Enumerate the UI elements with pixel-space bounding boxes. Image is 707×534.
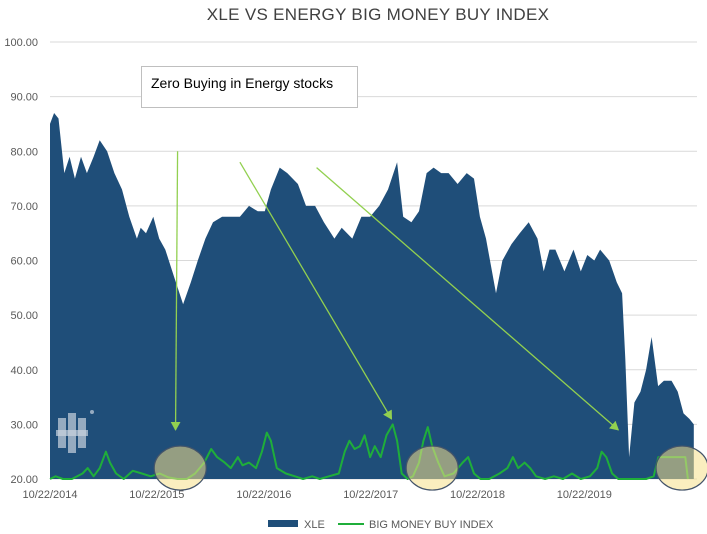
x-tick-label: 10/22/2016 [236,489,291,501]
annotation-arrow [170,151,181,431]
highlight-circle [405,445,459,491]
x-tick-label: 10/22/2019 [557,489,612,501]
y-tick-label: 80.00 [10,146,38,158]
y-tick-label: 40.00 [10,365,38,377]
annotation-arrow [239,161,393,420]
legend: XLE BIG MONEY BUY INDEX [268,519,494,531]
y-tick-label: 100.00 [4,37,38,49]
x-axis-ticks: 10/22/2014 10/22/2015 10/22/2016 10/22/2017… [22,489,611,501]
legend-label-xle: XLE [304,519,325,531]
annotation-arrow [316,167,620,431]
highlight-circle [153,445,207,491]
annotation-text-box: Zero Buying in Energy stocks [141,66,358,108]
chart-title: XLE VS ENERGY BIG MONEY BUY INDEX [207,5,549,24]
y-tick-label: 60.00 [10,256,38,268]
highlight-circle [655,445,707,491]
annotation-arrows [170,151,620,431]
xle-area-layer [50,113,694,479]
highlight-circles [153,445,707,491]
watermark-logo-icon [56,410,94,453]
legend-label-big-money: BIG MONEY BUY INDEX [369,519,494,531]
y-tick-label: 90.00 [10,92,38,104]
y-axis-ticks: 20.00 30.00 40.00 50.00 60.00 70.00 80.00 90.00… [4,37,38,486]
x-tick-label: 10/22/2015 [129,489,184,501]
legend-swatch-xle [268,520,298,527]
xle-area [50,113,694,479]
y-tick-label: 50.00 [10,310,38,322]
x-tick-label: 10/22/2018 [450,489,505,501]
x-tick-label: 10/22/2014 [22,489,77,501]
y-tick-label: 70.00 [10,201,38,213]
y-tick-label: 30.00 [10,419,38,431]
y-tick-label: 20.00 [10,474,38,486]
x-tick-label: 10/22/2017 [343,489,398,501]
